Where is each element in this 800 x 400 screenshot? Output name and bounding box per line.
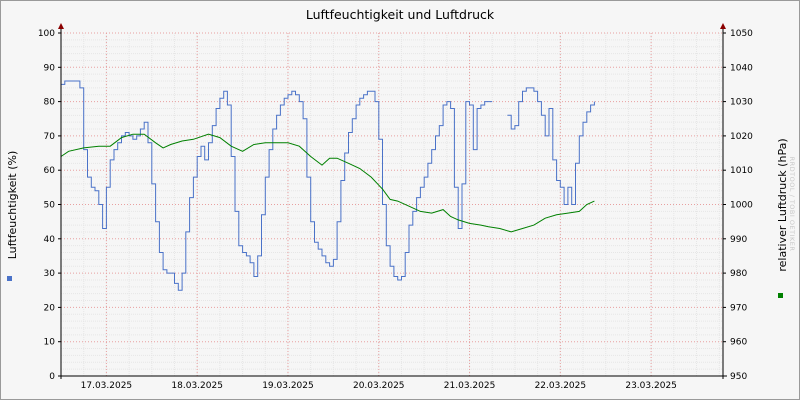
y-left-tick-label: 80 xyxy=(44,98,56,108)
y-left-tick-label: 10 xyxy=(44,338,56,348)
y-right-axis-arrow xyxy=(720,23,726,29)
y-right-tick-label: 1030 xyxy=(730,98,753,108)
y-left-axis-title: Luftfeuchtigkeit (%) xyxy=(6,151,19,260)
y-left-tick-label: 90 xyxy=(44,63,56,73)
x-tick-label: 19.03.2025 xyxy=(262,381,314,391)
y-right-tick-label: 1010 xyxy=(730,166,753,176)
y-right-tick-label: 960 xyxy=(730,338,747,348)
y-left-tick-label: 100 xyxy=(38,29,55,39)
y-left-tick-label: 20 xyxy=(44,303,56,313)
y-left-tick-label: 0 xyxy=(49,372,55,382)
y-left-tick-label: 70 xyxy=(44,132,56,142)
y-right-tick-label: 950 xyxy=(730,372,747,382)
y-left-axis-arrow xyxy=(58,23,64,29)
tick-labels: 17.03.2025 18.03.2025 19.03.2025 20.03.2025… xyxy=(38,29,753,391)
rrdtool-watermark: RRDTOOL / TOBI OETIKER xyxy=(788,157,796,252)
pressure-series-line xyxy=(60,133,595,233)
humidity-series-line xyxy=(61,80,493,291)
chart-title: Luftfeuchtigkeit und Luftdruck xyxy=(306,7,495,22)
axes xyxy=(58,23,727,379)
y-right-tick-label: 1050 xyxy=(730,29,753,39)
x-tick-label: 20.03.2025 xyxy=(353,381,405,391)
y-left-tick-label: 40 xyxy=(44,235,56,245)
x-tick-label: 18.03.2025 xyxy=(171,381,223,391)
x-tick-label: 22.03.2025 xyxy=(535,381,587,391)
y-right-tick-label: 990 xyxy=(730,235,747,245)
x-tick-label: 23.03.2025 xyxy=(625,381,677,391)
y-left-tick-label: 30 xyxy=(44,269,56,279)
pressure-legend-swatch xyxy=(778,293,783,298)
y-right-tick-label: 1040 xyxy=(730,63,753,73)
x-tick-label: 17.03.2025 xyxy=(81,381,133,391)
y-right-tick-label: 1000 xyxy=(730,201,753,211)
y-left-tick-label: 50 xyxy=(44,201,56,211)
y-right-tick-label: 980 xyxy=(730,269,747,279)
x-tick-label: 21.03.2025 xyxy=(444,381,496,391)
y-right-tick-label: 1020 xyxy=(730,132,753,142)
humidity-series-line xyxy=(507,87,595,205)
series-layer xyxy=(60,80,595,291)
humidity-legend-swatch xyxy=(7,276,12,281)
y-left-tick-label: 60 xyxy=(44,166,56,176)
grid xyxy=(61,32,723,377)
y-right-axis-title: relativer Luftdruck (hPa) xyxy=(776,138,789,271)
y-right-tick-label: 970 xyxy=(730,303,747,313)
